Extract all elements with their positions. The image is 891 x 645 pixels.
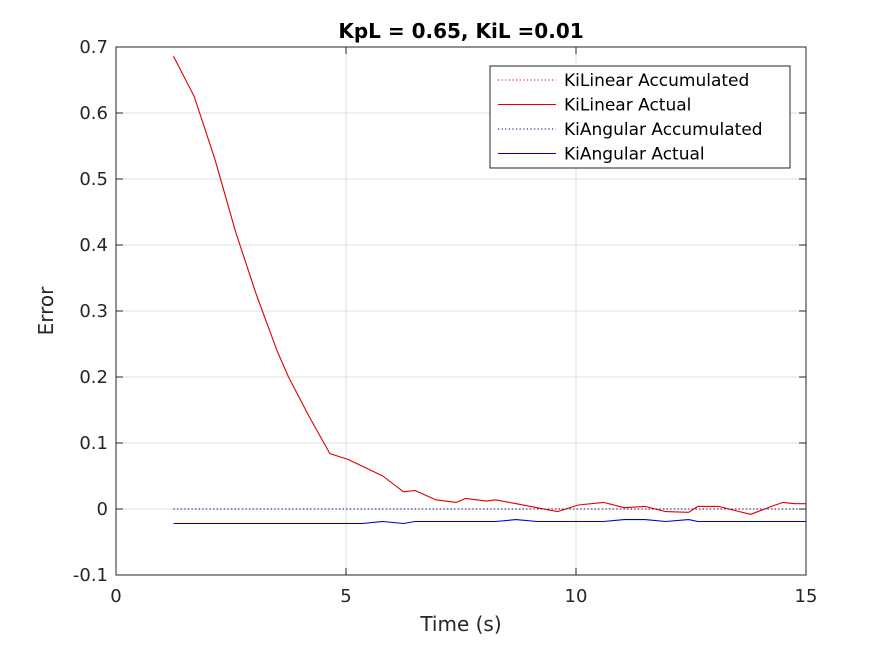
legend: KiLinear Accumulated KiLinear Actual KiAng… bbox=[489, 65, 791, 169]
axis-ticks: 0 5 10 15-0.100.10.20.30.40.50.60.7 bbox=[73, 37, 818, 607]
y-tick-label: 0.4 bbox=[79, 235, 108, 256]
y-axis-label: Error bbox=[34, 286, 58, 336]
legend-label: KiLinear Accumulated bbox=[564, 71, 749, 91]
y-tick-label: -0.1 bbox=[73, 565, 108, 586]
y-tick-label: 0.5 bbox=[79, 169, 108, 190]
legend-label: KiLinear Actual bbox=[564, 96, 691, 116]
legend-label: KiAngular Actual bbox=[564, 145, 705, 165]
series-lines bbox=[173, 55, 806, 525]
chart-title: KpL = 0.65, KiL =0.01 bbox=[338, 19, 583, 43]
series-line-kilinear-actual bbox=[173, 55, 806, 515]
y-tick-label: 0.2 bbox=[79, 367, 108, 388]
x-tick-label: 15 bbox=[795, 586, 818, 607]
x-axis-label: Time (s) bbox=[419, 612, 501, 636]
legend-box bbox=[489, 65, 791, 169]
y-tick-label: 0.7 bbox=[79, 37, 108, 58]
x-tick-label: 10 bbox=[565, 586, 588, 607]
y-tick-label: 0.3 bbox=[79, 301, 108, 322]
series-line-kiangular-actual bbox=[173, 519, 806, 525]
y-tick-label: 0 bbox=[97, 499, 108, 520]
y-tick-label: 0.6 bbox=[79, 103, 108, 124]
y-tick-label: 0.1 bbox=[79, 433, 108, 454]
x-tick-label: 5 bbox=[340, 586, 351, 607]
legend-label: KiAngular Accumulated bbox=[564, 120, 763, 140]
x-tick-label: 0 bbox=[110, 586, 121, 607]
